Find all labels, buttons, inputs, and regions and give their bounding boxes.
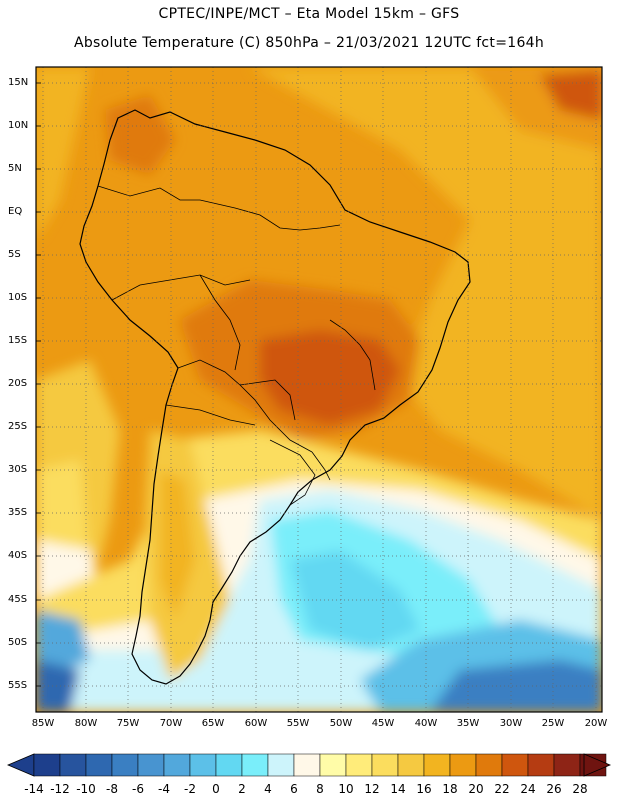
lat-label: 30S: [8, 464, 28, 475]
lon-label: 45W: [371, 718, 395, 729]
lon-label: 25W: [541, 718, 565, 729]
lat-label: 5N: [8, 163, 22, 174]
field-colder-sw: [36, 660, 80, 712]
field-cold-sw: [36, 610, 90, 680]
lat-label: EQ: [8, 206, 23, 217]
lon-label: 65W: [201, 718, 225, 729]
colorbar-cell: [475, 753, 503, 777]
colorbar-label: 12: [364, 782, 380, 796]
lon-label: 80W: [74, 718, 98, 729]
colorbar-cell: [319, 753, 347, 777]
temperature-field: [36, 67, 602, 712]
colorbar-label: 18: [442, 782, 458, 796]
colorbar-label: -8: [106, 782, 118, 796]
colorbar-label: 6: [290, 782, 298, 796]
colorbar-arrow-right: [583, 753, 612, 777]
lat-label: 55S: [8, 680, 28, 691]
map-border: [35, 66, 603, 713]
lon-label: 50W: [329, 718, 353, 729]
coastline-south-america: [79, 109, 471, 685]
lat-label: 40S: [8, 550, 28, 561]
country-borders: [97, 185, 376, 506]
colorbar-label: 8: [316, 782, 324, 796]
lat-label: 20S: [8, 378, 28, 389]
colorbar-label: 22: [494, 782, 510, 796]
field-cyan-core: [290, 550, 420, 650]
lat-label: 10N: [8, 120, 29, 131]
colorbar-label: 14: [390, 782, 406, 796]
colorbar-cell: [449, 753, 477, 777]
lon-label: 40W: [414, 718, 438, 729]
lon-label: 55W: [286, 718, 310, 729]
axis-ticks: [36, 82, 41, 687]
lat-label: 5S: [8, 249, 21, 260]
lat-label: 50S: [8, 637, 28, 648]
colorbar-label: 28: [572, 782, 588, 796]
colorbar-label: 24: [520, 782, 536, 796]
lat-label: 15N: [8, 77, 29, 88]
field-band-atlantic: [250, 67, 602, 520]
lat-label: 45S: [8, 594, 28, 605]
lat-label: 25S: [8, 421, 28, 432]
colorbar-cell: [267, 753, 295, 777]
colorbar-cell: [345, 753, 373, 777]
colorbar-cell: [241, 753, 269, 777]
lat-label: 15S: [8, 335, 28, 346]
colorbar-label: -14: [24, 782, 44, 796]
colorbar-label: -12: [50, 782, 70, 796]
lat-label: 10S: [8, 292, 28, 303]
field-hotter-brazil: [260, 330, 400, 425]
colorbar-label: -4: [158, 782, 170, 796]
colorbar-cell: [59, 753, 87, 777]
lon-label: 60W: [244, 718, 268, 729]
colorbar-cell: [189, 753, 217, 777]
colorbar-cell: [501, 753, 529, 777]
colorbar-cell: [553, 753, 581, 777]
field-hot-ne: [540, 70, 602, 120]
colorbar-label: 16: [416, 782, 432, 796]
colorbar-cell: [397, 753, 425, 777]
colorbar-label: 20: [468, 782, 484, 796]
lon-label: 30W: [499, 718, 523, 729]
field-hot-andes-north: [105, 95, 175, 175]
colorbar-cell: [423, 753, 451, 777]
colorbar-label: -2: [184, 782, 196, 796]
colorbar-cell: [163, 753, 191, 777]
lat-label: 35S: [8, 507, 28, 518]
colorbar-arrow-left: [6, 753, 35, 777]
lon-label: 35W: [456, 718, 480, 729]
colorbar-label: 10: [338, 782, 354, 796]
colorbar-cell: [137, 753, 165, 777]
lon-label: 20W: [584, 718, 608, 729]
colorbar-cell: [33, 753, 61, 777]
colorbar-label: 0: [212, 782, 220, 796]
title-line-2: Absolute Temperature (C) 850hPa – 21/03/…: [73, 35, 545, 51]
colorbar-label: -10: [76, 782, 96, 796]
colorbar-label: 4: [264, 782, 272, 796]
colorbar-label: 2: [238, 782, 246, 796]
colorbar-cell: [527, 753, 555, 777]
lon-label: 85W: [31, 718, 55, 729]
colorbar-label: 26: [546, 782, 562, 796]
colorbar: [6, 753, 612, 777]
lon-label: 75W: [116, 718, 140, 729]
colorbar-cell: [111, 753, 139, 777]
field-patagonia-core: [160, 470, 195, 620]
field-pacific-nw: [36, 67, 90, 240]
colorbar-cell: [85, 753, 113, 777]
title-line-1: CPTEC/INPE/MCT – Eta Model 15km – GFS: [158, 6, 460, 22]
colorbar-cell: [215, 753, 243, 777]
lon-label: 70W: [159, 718, 183, 729]
colorbar-cell: [293, 753, 321, 777]
colorbar-label: -6: [132, 782, 144, 796]
colorbar-cell: [371, 753, 399, 777]
